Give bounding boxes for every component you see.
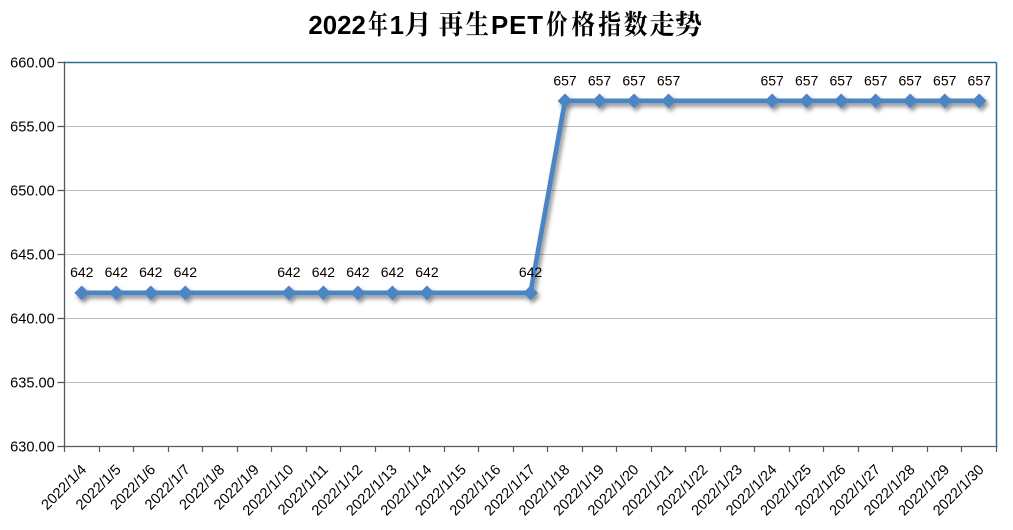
svg-text:657: 657 <box>795 72 819 88</box>
svg-text:657: 657 <box>899 72 923 88</box>
svg-text:657: 657 <box>760 72 784 88</box>
svg-text:657: 657 <box>829 72 853 88</box>
svg-text:657: 657 <box>553 72 577 88</box>
svg-text:640.00: 640.00 <box>10 312 55 328</box>
svg-text:642: 642 <box>415 264 439 280</box>
svg-text:657: 657 <box>657 72 681 88</box>
svg-text:650.00: 650.00 <box>10 184 55 200</box>
svg-text:657: 657 <box>588 72 612 88</box>
svg-text:645.00: 645.00 <box>10 248 55 264</box>
svg-text:635.00: 635.00 <box>10 376 55 392</box>
svg-text:657: 657 <box>864 72 888 88</box>
svg-text:657: 657 <box>933 72 957 88</box>
svg-text:657: 657 <box>968 72 992 88</box>
svg-text:657: 657 <box>622 72 646 88</box>
svg-text:660.00: 660.00 <box>10 56 55 72</box>
svg-text:642: 642 <box>139 264 163 280</box>
svg-text:2022: 2022 <box>308 12 366 40</box>
svg-text:642: 642 <box>70 264 94 280</box>
svg-text:630.00: 630.00 <box>10 440 55 456</box>
svg-text:642: 642 <box>381 264 405 280</box>
svg-text:PET: PET <box>491 12 543 40</box>
svg-text:1: 1 <box>390 12 404 40</box>
svg-text:642: 642 <box>277 264 301 280</box>
svg-text:655.00: 655.00 <box>10 120 55 136</box>
svg-text:642: 642 <box>346 264 370 280</box>
svg-text:642: 642 <box>519 264 543 280</box>
svg-text:642: 642 <box>312 264 336 280</box>
svg-text:642: 642 <box>174 264 198 280</box>
svg-text:642: 642 <box>105 264 129 280</box>
